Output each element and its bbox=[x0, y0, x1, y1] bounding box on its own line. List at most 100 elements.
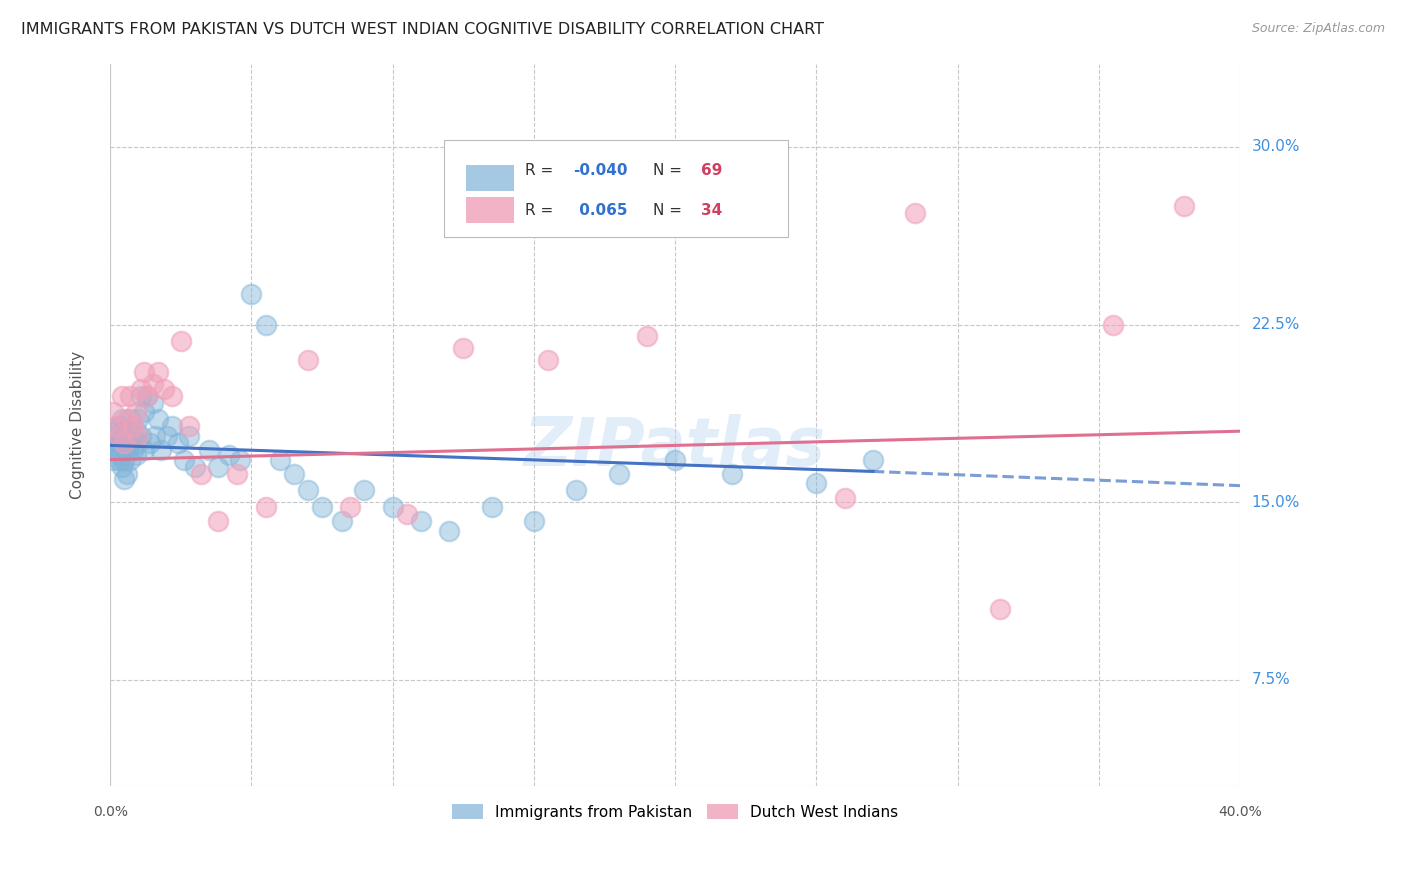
Point bbox=[101, 436, 124, 450]
Point bbox=[179, 419, 201, 434]
Point bbox=[142, 376, 165, 391]
Point bbox=[118, 412, 141, 426]
Point bbox=[862, 452, 884, 467]
Point bbox=[988, 602, 1011, 616]
Point bbox=[148, 365, 170, 379]
Point bbox=[127, 436, 149, 450]
Point bbox=[607, 467, 630, 481]
Point bbox=[107, 436, 129, 450]
Point bbox=[142, 396, 165, 410]
Point bbox=[240, 286, 263, 301]
Point bbox=[207, 459, 229, 474]
Point bbox=[110, 412, 132, 426]
Point bbox=[115, 443, 138, 458]
Point bbox=[107, 429, 129, 443]
Point bbox=[339, 500, 361, 514]
Point bbox=[118, 436, 141, 450]
Point bbox=[112, 472, 135, 486]
Point bbox=[537, 353, 560, 368]
Point bbox=[132, 365, 155, 379]
Point bbox=[150, 443, 173, 458]
Point bbox=[198, 443, 221, 458]
Text: ZIPatlas: ZIPatlas bbox=[524, 414, 827, 480]
Point bbox=[124, 424, 146, 438]
Point bbox=[170, 334, 193, 348]
Text: Source: ZipAtlas.com: Source: ZipAtlas.com bbox=[1251, 22, 1385, 36]
Point bbox=[132, 443, 155, 458]
Text: 69: 69 bbox=[702, 163, 723, 178]
Text: N =: N = bbox=[652, 163, 686, 178]
Point bbox=[136, 389, 159, 403]
Point bbox=[453, 341, 475, 355]
Point bbox=[353, 483, 375, 498]
Point bbox=[118, 452, 141, 467]
Point bbox=[179, 429, 201, 443]
Text: IMMIGRANTS FROM PAKISTAN VS DUTCH WEST INDIAN COGNITIVE DISABILITY CORRELATION C: IMMIGRANTS FROM PAKISTAN VS DUTCH WEST I… bbox=[21, 22, 824, 37]
Text: 40.0%: 40.0% bbox=[1219, 805, 1263, 820]
Point bbox=[100, 443, 122, 458]
Point bbox=[834, 491, 856, 505]
Point bbox=[395, 507, 418, 521]
Text: R =: R = bbox=[524, 163, 558, 178]
Point bbox=[297, 483, 319, 498]
Point bbox=[104, 424, 127, 438]
Point bbox=[806, 476, 828, 491]
Point bbox=[121, 443, 143, 458]
Point bbox=[104, 429, 127, 443]
Text: N =: N = bbox=[652, 202, 686, 218]
Point bbox=[167, 436, 190, 450]
Point bbox=[153, 382, 176, 396]
Point bbox=[311, 500, 333, 514]
Point bbox=[226, 467, 249, 481]
Point bbox=[110, 429, 132, 443]
Point bbox=[104, 419, 127, 434]
Point bbox=[127, 429, 149, 443]
Legend: Immigrants from Pakistan, Dutch West Indians: Immigrants from Pakistan, Dutch West Ind… bbox=[446, 797, 904, 826]
Point bbox=[148, 412, 170, 426]
Text: 34: 34 bbox=[702, 202, 723, 218]
Point bbox=[1102, 318, 1125, 332]
Point bbox=[107, 452, 129, 467]
Point bbox=[156, 429, 179, 443]
Point bbox=[636, 329, 658, 343]
Text: 22.5%: 22.5% bbox=[1251, 317, 1301, 332]
Point bbox=[112, 424, 135, 438]
Point bbox=[101, 452, 124, 467]
Point bbox=[145, 429, 167, 443]
Point bbox=[124, 448, 146, 462]
Point bbox=[136, 389, 159, 403]
Point bbox=[565, 483, 588, 498]
Point bbox=[904, 206, 927, 220]
Point bbox=[283, 467, 305, 481]
FancyBboxPatch shape bbox=[467, 165, 513, 191]
Point bbox=[184, 459, 207, 474]
Point bbox=[121, 429, 143, 443]
Point bbox=[409, 514, 432, 528]
Point bbox=[110, 389, 132, 403]
Point bbox=[523, 514, 546, 528]
Point bbox=[297, 353, 319, 368]
Point bbox=[162, 389, 184, 403]
Point bbox=[173, 452, 195, 467]
Text: R =: R = bbox=[524, 202, 558, 218]
Text: -0.040: -0.040 bbox=[574, 163, 628, 178]
Point bbox=[115, 412, 138, 426]
Point bbox=[139, 436, 162, 450]
Point bbox=[115, 467, 138, 481]
Point bbox=[129, 389, 152, 403]
Point bbox=[254, 318, 277, 332]
Point bbox=[104, 443, 127, 458]
Point bbox=[129, 382, 152, 396]
Point bbox=[229, 452, 252, 467]
Point bbox=[110, 459, 132, 474]
Point bbox=[115, 424, 138, 438]
Point bbox=[124, 405, 146, 419]
Point bbox=[218, 448, 240, 462]
Point bbox=[162, 419, 184, 434]
Point bbox=[132, 405, 155, 419]
Point bbox=[110, 443, 132, 458]
Point bbox=[720, 467, 742, 481]
Text: 7.5%: 7.5% bbox=[1251, 673, 1291, 688]
Point bbox=[254, 500, 277, 514]
Point bbox=[112, 452, 135, 467]
